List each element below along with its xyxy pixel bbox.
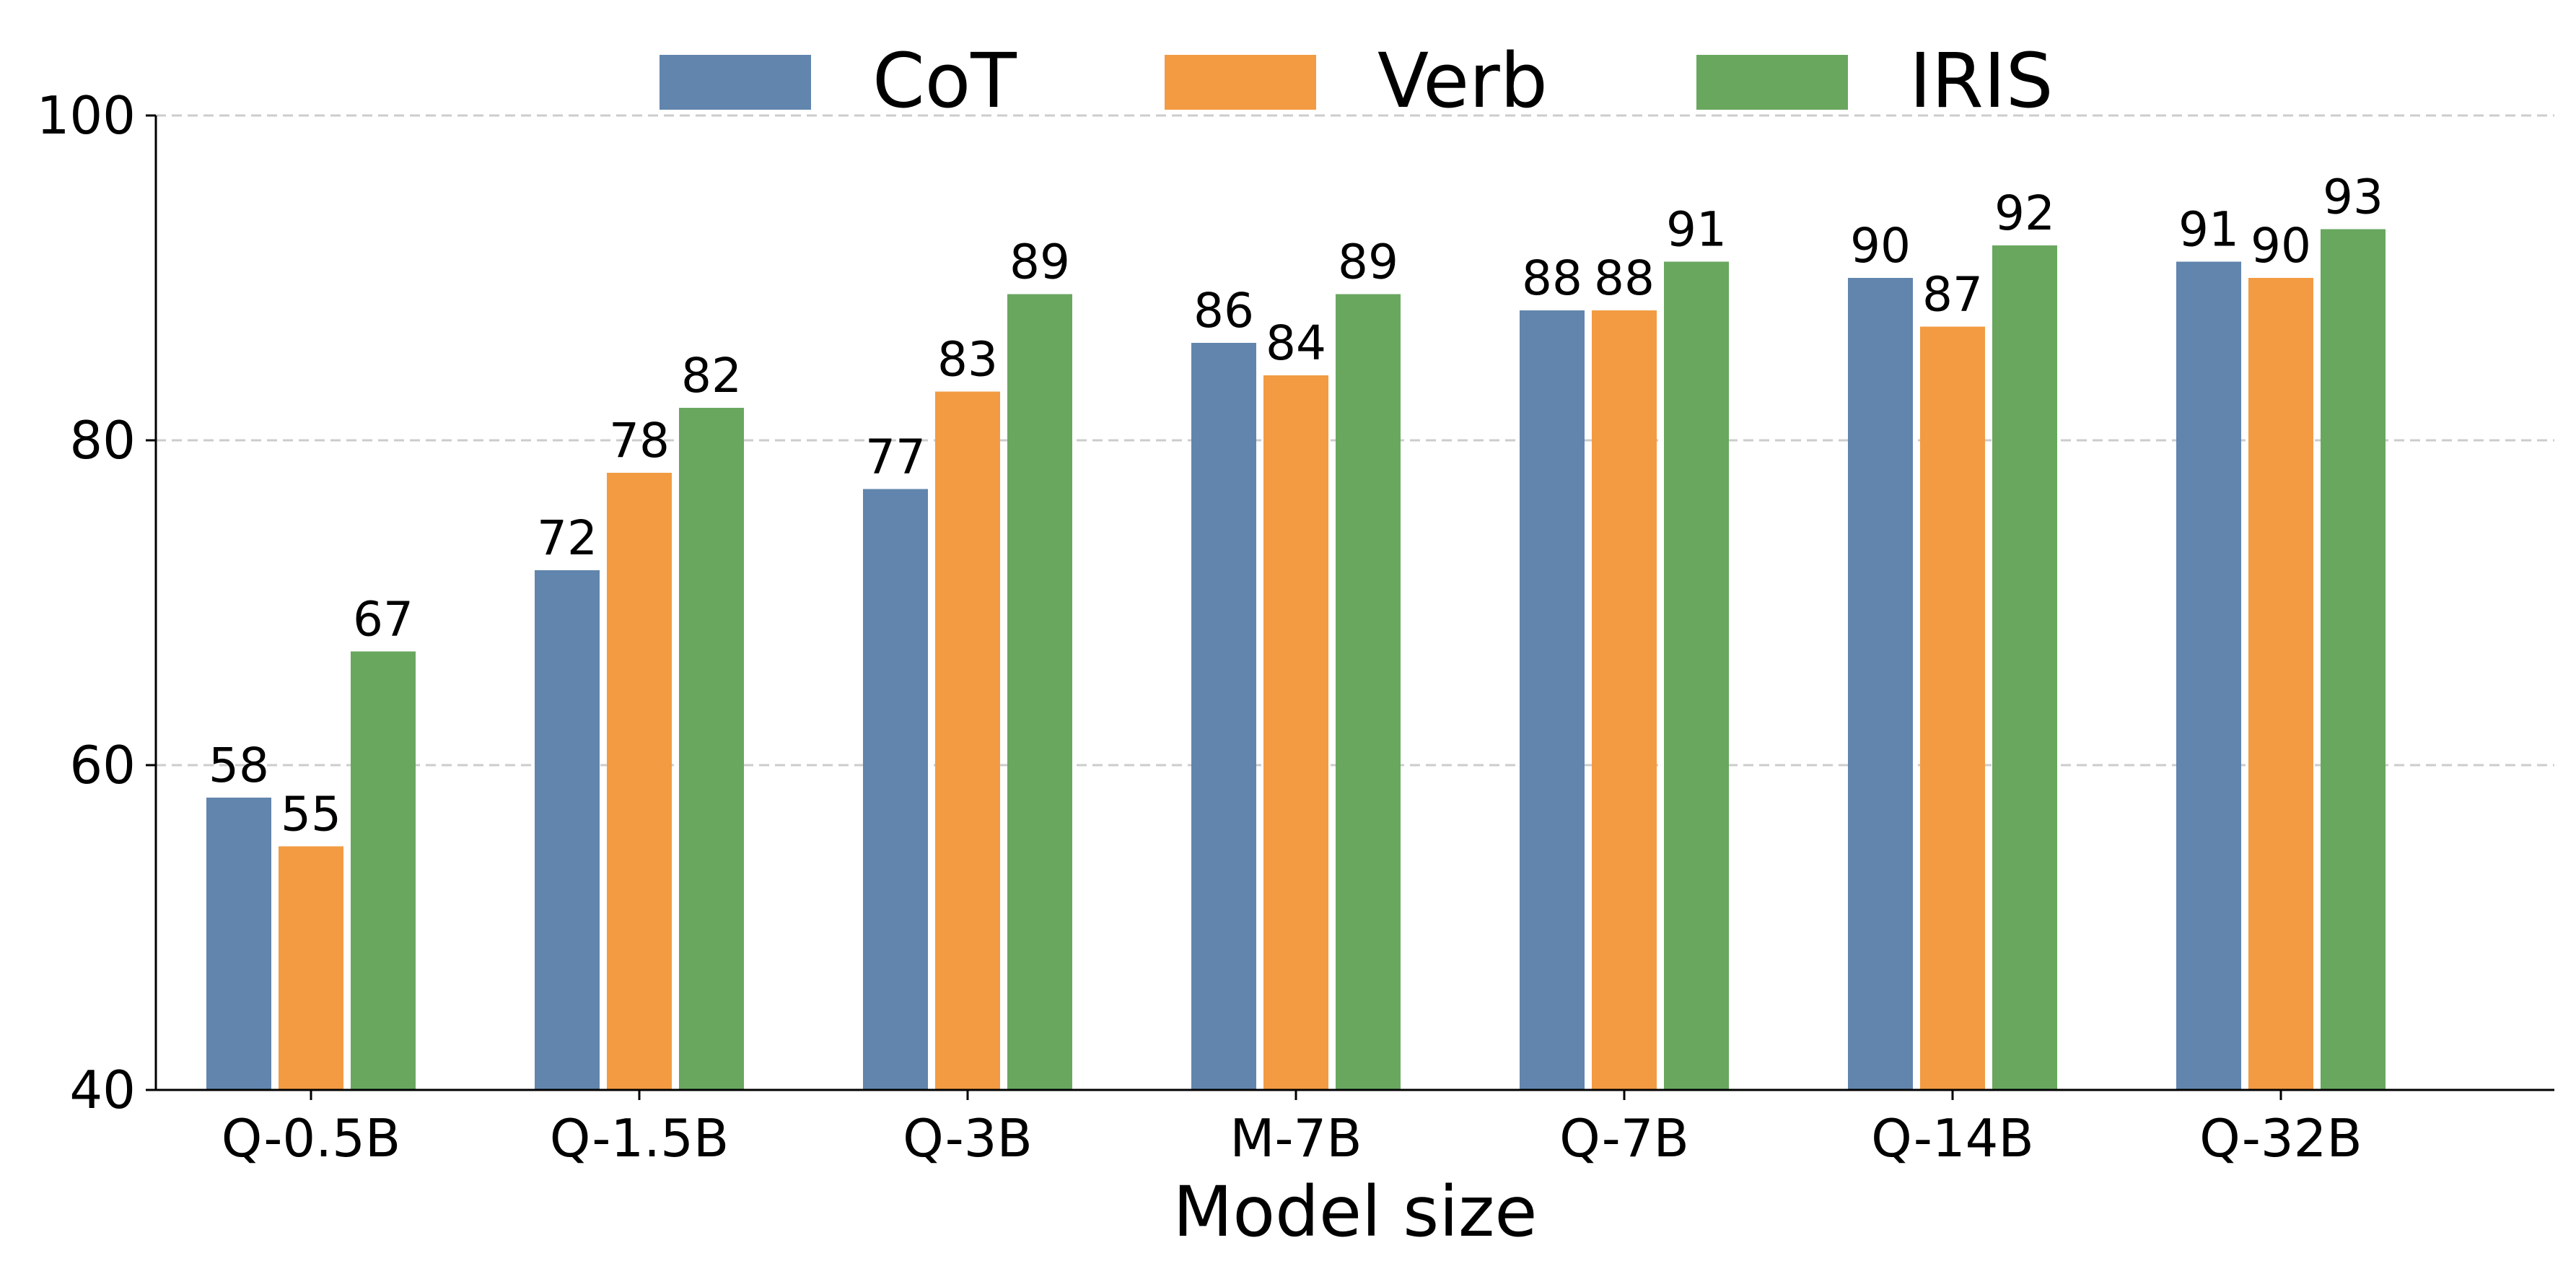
bar-iris bbox=[679, 408, 744, 1090]
bar-iris bbox=[1664, 261, 1729, 1090]
legend-label: IRIS bbox=[1909, 37, 2054, 125]
bar-iris bbox=[1992, 245, 2057, 1090]
bar-value-label: 91 bbox=[2178, 202, 2239, 258]
x-tick-label: Q-0.5B bbox=[222, 1108, 401, 1169]
bar-value-label: 88 bbox=[1594, 250, 1655, 306]
bar-verb bbox=[935, 391, 1000, 1090]
x-tick-label: Q-7B bbox=[1559, 1108, 1689, 1169]
bar-value-label: 90 bbox=[2251, 218, 2311, 274]
bar-value-label: 78 bbox=[609, 413, 670, 468]
bar-value-label: 58 bbox=[209, 738, 269, 793]
bar-iris bbox=[1336, 294, 1401, 1090]
bar-iris bbox=[351, 651, 416, 1090]
bar-cot bbox=[206, 798, 271, 1090]
bar-verb bbox=[1263, 375, 1328, 1090]
bar-value-label: 86 bbox=[1193, 283, 1254, 339]
bar-cot bbox=[1848, 278, 1913, 1090]
bar-cot bbox=[535, 570, 600, 1090]
y-tick-label: 40 bbox=[69, 1060, 136, 1120]
bar-value-label: 77 bbox=[865, 429, 926, 485]
bar-value-label: 91 bbox=[1666, 202, 1727, 258]
bar-cot bbox=[1520, 310, 1585, 1090]
x-tick-label: Q-14B bbox=[1871, 1108, 2034, 1169]
bar-value-label: 89 bbox=[1338, 235, 1398, 290]
bar-iris bbox=[1007, 294, 1072, 1090]
bar-value-label: 89 bbox=[1009, 235, 1070, 290]
bar-verb bbox=[607, 473, 672, 1090]
bar-value-label: 84 bbox=[1266, 315, 1326, 371]
bar-value-label: 83 bbox=[937, 332, 998, 388]
bar-verb bbox=[2248, 278, 2313, 1090]
bar-iris bbox=[2321, 229, 2386, 1090]
legend-swatch bbox=[1165, 55, 1316, 110]
bar-value-label: 55 bbox=[281, 787, 341, 842]
legend: CoT Verb IRIS bbox=[660, 37, 2054, 125]
x-axis-title: Model size bbox=[1173, 1172, 1538, 1252]
legend-swatch bbox=[1696, 55, 1848, 110]
bar-value-label: 82 bbox=[681, 348, 742, 403]
legend-swatch bbox=[660, 55, 811, 110]
x-tick-label: Q-32B bbox=[2199, 1108, 2362, 1169]
bar-cot bbox=[1191, 343, 1256, 1090]
y-tick-label: 80 bbox=[69, 410, 136, 471]
y-tick-label: 100 bbox=[37, 85, 136, 146]
bar-value-label: 67 bbox=[353, 592, 413, 647]
x-tick-label: Q-1.5B bbox=[550, 1108, 730, 1169]
bar-verb bbox=[1592, 310, 1657, 1090]
bar-value-label: 88 bbox=[1522, 250, 1582, 306]
bar-verb bbox=[1920, 326, 1985, 1090]
legend-label: CoT bbox=[872, 37, 1017, 125]
bar-value-label: 93 bbox=[2323, 170, 2383, 225]
bar-cot bbox=[863, 489, 928, 1090]
bar-value-label: 92 bbox=[1994, 186, 2055, 241]
axes: 40 60 80 100 Q-0.5B Q-1.5B Q-3B M-7B Q-7B Q-14B Q-… bbox=[37, 85, 2554, 1169]
bar-value-label: 72 bbox=[537, 510, 597, 566]
bar-value-label: 90 bbox=[1850, 218, 1911, 274]
bar-cot bbox=[2176, 261, 2241, 1090]
bar-value-label: 87 bbox=[1922, 267, 1983, 323]
y-tick-label: 60 bbox=[69, 735, 136, 795]
x-tick-label: M-7B bbox=[1230, 1108, 1362, 1169]
x-tick-label: Q-3B bbox=[903, 1108, 1033, 1169]
legend-label: Verb bbox=[1377, 37, 1548, 125]
bar-verb bbox=[279, 846, 343, 1090]
